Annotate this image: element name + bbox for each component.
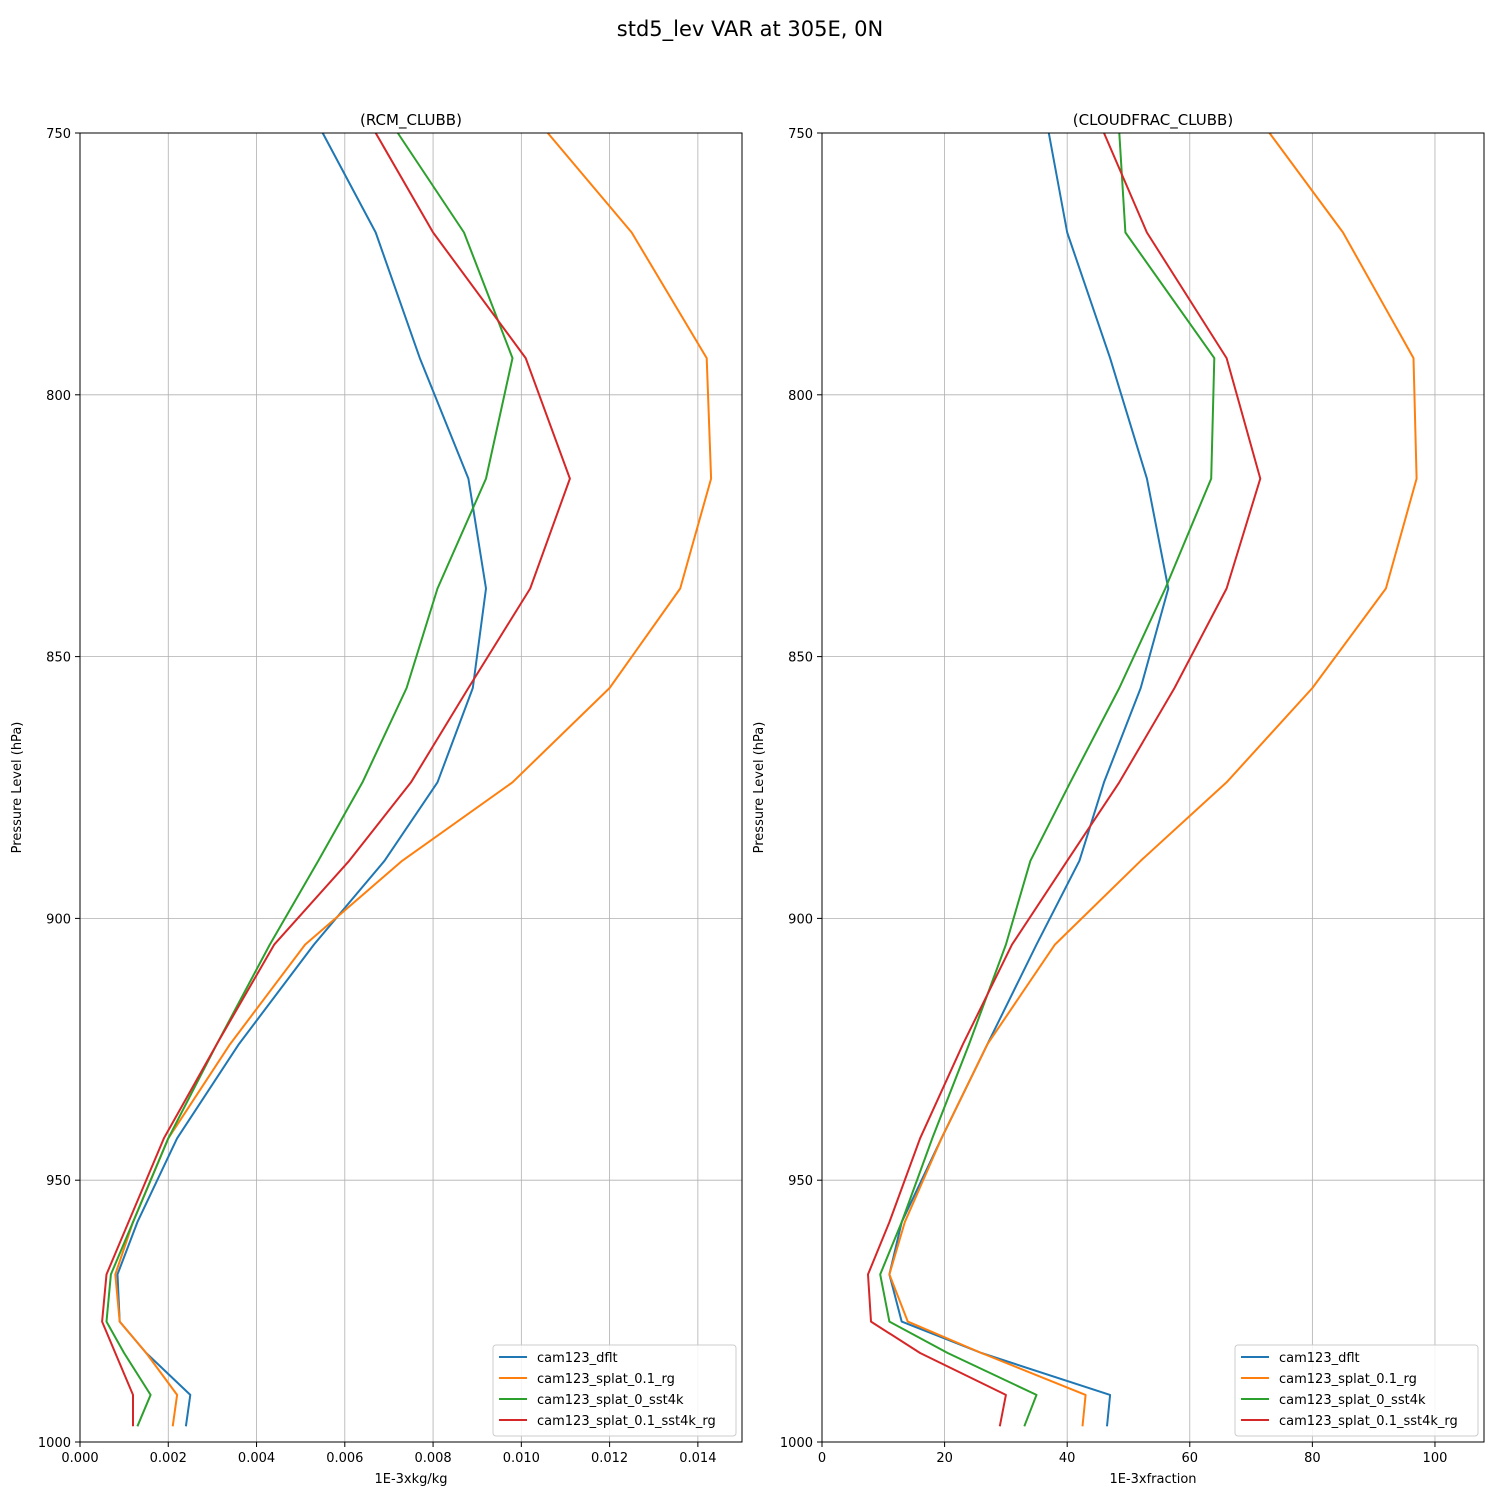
x-tick-label: 0.002 [150,1451,187,1466]
legend-label: cam123_splat_0.1_rg [537,1372,675,1387]
x-tick-label: 40 [1059,1451,1076,1466]
x-tick-label: 0.000 [61,1451,98,1466]
figure-suptitle: std5_lev VAR at 305E, 0N [617,17,883,42]
y-tick-label: 900 [46,912,71,927]
legend-label: cam123_splat_0_sst4k [537,1393,684,1408]
y-tick-label: 750 [788,127,813,142]
y-tick-label: 800 [46,389,71,404]
legend: cam123_dflt cam123_splat_0.1_rg cam123_s… [492,1344,737,1437]
x-axis-label: 1E-3xkg/kg [374,1472,447,1487]
y-tick-label: 1000 [780,1436,813,1451]
x-tick-label: 0.010 [503,1451,540,1466]
x-tick-label: 100 [1423,1451,1448,1466]
legend-label: cam123_dflt [1279,1351,1360,1366]
x-tick-label: 0 [818,1451,826,1466]
x-tick-label: 20 [936,1451,953,1466]
panel-cloudfrac-clubb: (CLOUDFRAC_CLUBB) 1E-3xfraction Pressure… [752,111,1485,1487]
x-tick-label: 0.006 [326,1451,363,1466]
y-tick-label: 1000 [38,1436,71,1451]
y-tick-label: 900 [788,912,813,927]
legend-label: cam123_splat_0.1_rg [1279,1372,1417,1387]
panel-title: (RCM_CLUBB) [360,111,462,130]
series-line [879,132,1216,1427]
y-tick-label: 950 [788,1174,813,1189]
series-line [888,132,1170,1427]
plot-frame [821,132,1485,1443]
y-tick-label: 800 [788,389,813,404]
x-axis-label: 1E-3xfraction [1109,1472,1196,1487]
y-axis-label: Pressure Level (hPa) [10,722,25,854]
legend-label: cam123_dflt [537,1351,618,1366]
legend-label: cam123_splat_0.1_sst4k_rg [1279,1414,1458,1429]
legend: cam123_dflt cam123_splat_0.1_rg cam123_s… [1234,1344,1479,1437]
legend-box [1234,1344,1479,1437]
series-line [867,132,1262,1427]
legend-label: cam123_splat_0.1_sst4k_rg [537,1414,716,1429]
series-line [888,132,1418,1427]
plot-frame [79,132,743,1443]
legend-label: cam123_splat_0_sst4k [1279,1393,1426,1408]
x-tick-label: 0.014 [679,1451,716,1466]
x-tick-label: 0.012 [591,1451,628,1466]
x-tick-label: 60 [1182,1451,1199,1466]
series-line [114,132,713,1427]
panel-rcm-clubb: (RCM_CLUBB) 1E-3xkg/kg Pressure Level (h… [10,111,743,1487]
x-tick-label: 0.008 [414,1451,451,1466]
x-tick-label: 80 [1304,1451,1321,1466]
x-tick-label: 0.004 [238,1451,275,1466]
y-axis-label: Pressure Level (hPa) [752,722,767,854]
series-line [101,132,571,1427]
y-tick-label: 850 [46,651,71,666]
y-tick-label: 850 [788,651,813,666]
y-tick-label: 950 [46,1174,71,1189]
series-line [105,132,514,1427]
legend-box [492,1344,737,1437]
y-tick-label: 750 [46,127,71,142]
panel-title: (CLOUDFRAC_CLUBB) [1073,111,1233,130]
